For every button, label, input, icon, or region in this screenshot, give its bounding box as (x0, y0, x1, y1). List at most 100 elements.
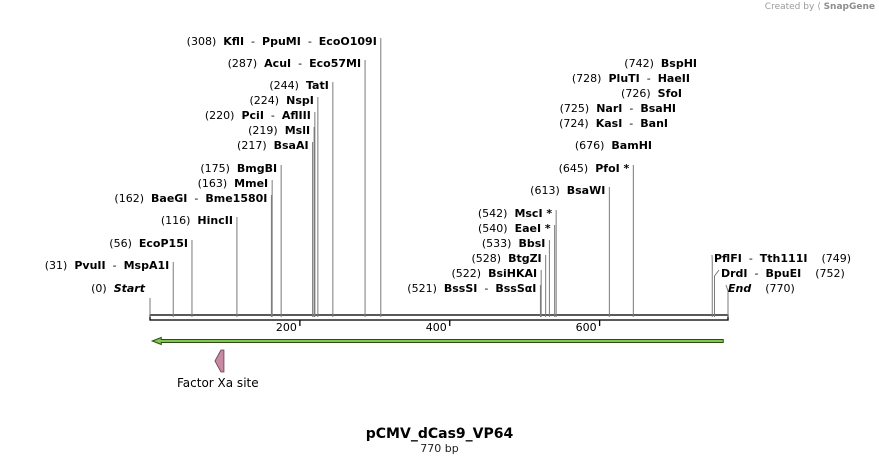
enzyme-name: Bme1580I (205, 192, 268, 205)
site-label-tati[interactable]: (244) TatI (269, 79, 328, 93)
feature-factor-xa-arrow[interactable] (214, 349, 225, 373)
enzyme-name: PfoI * (595, 162, 630, 175)
enzyme-name: Tth111I (759, 252, 808, 265)
enzyme-name: NarI (596, 102, 623, 115)
site-label-bamhi[interactable]: (676) BamHI (575, 139, 652, 153)
site-label-msli[interactable]: (219) MslI (248, 124, 310, 138)
name-separator: - (639, 72, 658, 85)
site-position: (219) (248, 124, 278, 137)
name-separator (654, 57, 661, 70)
enzyme-name: MspA1I (123, 259, 170, 272)
name-separator: - (622, 117, 641, 130)
name-separator: - (747, 267, 766, 280)
name-separator: - (291, 57, 310, 70)
enzyme-name: AcuI (264, 57, 292, 70)
site-position: (217) (237, 139, 267, 152)
enzyme-name: BspHI (660, 57, 697, 70)
name-separator (651, 87, 658, 100)
site-label-hincii[interactable]: (116) HincII (161, 214, 233, 228)
feature-label-factor-xa[interactable]: Factor Xa site (177, 376, 259, 390)
site-position: (116) (160, 214, 191, 227)
site-label-eaei-[interactable]: (540) EaeI * (478, 222, 551, 236)
enzyme-name: Eco57MI (309, 57, 362, 70)
site-label-pcii[interactable]: (220) PciI - AflIII (205, 109, 311, 123)
site-label-end[interactable]: End (770) (728, 282, 795, 296)
site-position: (676) (574, 139, 605, 152)
enzyme-name: BsaWI (566, 184, 606, 197)
tick-label: 200 (276, 321, 297, 334)
site-label-drdi[interactable]: DrdI - BpuEI (752) (721, 267, 845, 281)
site-label-btgzi[interactable]: (528) BtgZI (471, 252, 541, 266)
site-label-bsaai[interactable]: (217) BsaAI (237, 139, 309, 153)
name-separator: - (300, 35, 319, 48)
site-position: (770) (765, 282, 795, 295)
site-label-acui[interactable]: (287) AcuI - Eco57MI (228, 57, 361, 71)
name-separator (144, 192, 151, 205)
name-separator (267, 139, 274, 152)
name-separator (107, 282, 114, 295)
feature-orf-arrow[interactable] (150, 336, 724, 346)
enzyme-name: EaeI * (514, 222, 551, 235)
name-separator (807, 252, 821, 265)
site-position: (220) (204, 109, 235, 122)
snapgene-credit: Created by ⟨ SnapGene (765, 2, 875, 12)
site-label-bsssi[interactable]: (521) BssSI - BssSαI (407, 282, 536, 296)
enzyme-name: SfoI (657, 87, 682, 100)
enzyme-name: KasI (595, 117, 623, 130)
site-label-bmgbi[interactable]: (175) BmgBI (200, 162, 277, 176)
name-separator (230, 162, 237, 175)
tick-label: 600 (576, 321, 597, 334)
enzyme-name: BaeGI (151, 192, 188, 205)
site-position: (162) (114, 192, 145, 205)
site-label-nari[interactable]: (725) NarI - BsaHI (560, 102, 676, 116)
site-position: (613) (530, 184, 560, 197)
site-label-bsphi[interactable]: (742) BspHI (624, 57, 697, 71)
enzyme-name: BtgZI (508, 252, 542, 265)
site-position: (244) (269, 79, 299, 92)
site-label-baegi[interactable]: (162) BaeGI - Bme1580I (114, 192, 267, 206)
site-position: (163) (197, 177, 228, 190)
site-label-pfoi-[interactable]: (645) PfoI * (559, 162, 630, 176)
enzyme-name: EcoO109I (318, 35, 377, 48)
enzyme-name: MscI * (514, 207, 553, 220)
site-label-kfli[interactable]: (308) KflI - PpuMI - EcoO109I (187, 35, 377, 49)
site-label-sfoi[interactable]: (726) SfoI (621, 87, 682, 101)
name-separator (437, 282, 444, 295)
enzyme-name: PciI (241, 109, 264, 122)
enzyme-name: DrdI (721, 267, 748, 280)
site-position: (742) (624, 57, 654, 70)
name-separator (801, 267, 815, 280)
enzyme-name: AflIII (281, 109, 311, 122)
site-label-bbsi[interactable]: (533) BbsI (482, 237, 546, 251)
site-label-start[interactable]: (0) Start (91, 282, 145, 296)
site-label-pvuii[interactable]: (31) PvuII - MspA1I (45, 259, 169, 273)
site-position: (287) (227, 57, 258, 70)
site-label-kasi[interactable]: (724) KasI - BanI (559, 117, 668, 131)
enzyme-name: HincII (197, 214, 233, 227)
site-position: (725) (559, 102, 590, 115)
site-label-pluti[interactable]: (728) PluTI - HaeII (572, 72, 690, 86)
site-position: (56) (109, 237, 132, 250)
site-label-bsawi[interactable]: (613) BsaWI (530, 184, 605, 198)
credit-prefix: Created by (764, 2, 815, 12)
site-position: (542) (477, 207, 508, 220)
site-position: (540) (477, 222, 508, 235)
site-label-bsihkai[interactable]: (522) BsiHKAI (452, 267, 538, 281)
site-position: (528) (471, 252, 502, 265)
name-separator: - (263, 109, 282, 122)
site-label-ecop15i[interactable]: (56) EcoP15I (109, 237, 188, 251)
name-separator (501, 252, 508, 265)
enzyme-name: Start (113, 282, 145, 295)
name-separator (132, 237, 139, 250)
name-separator: - (477, 282, 496, 295)
site-label-msci-[interactable]: (542) MscI * (478, 207, 552, 221)
name-separator (508, 222, 515, 235)
site-label-mmei[interactable]: (163) MmeI (198, 177, 269, 191)
enzyme-name: BssSαI (495, 282, 537, 295)
enzyme-name: BsaAI (273, 139, 309, 152)
enzyme-name: TatI (305, 79, 329, 92)
site-position: (724) (559, 117, 589, 130)
site-label-nspi[interactable]: (224) NspI (250, 94, 314, 108)
site-label-pflfi[interactable]: PflFI - Tth111I (749) (714, 252, 851, 266)
